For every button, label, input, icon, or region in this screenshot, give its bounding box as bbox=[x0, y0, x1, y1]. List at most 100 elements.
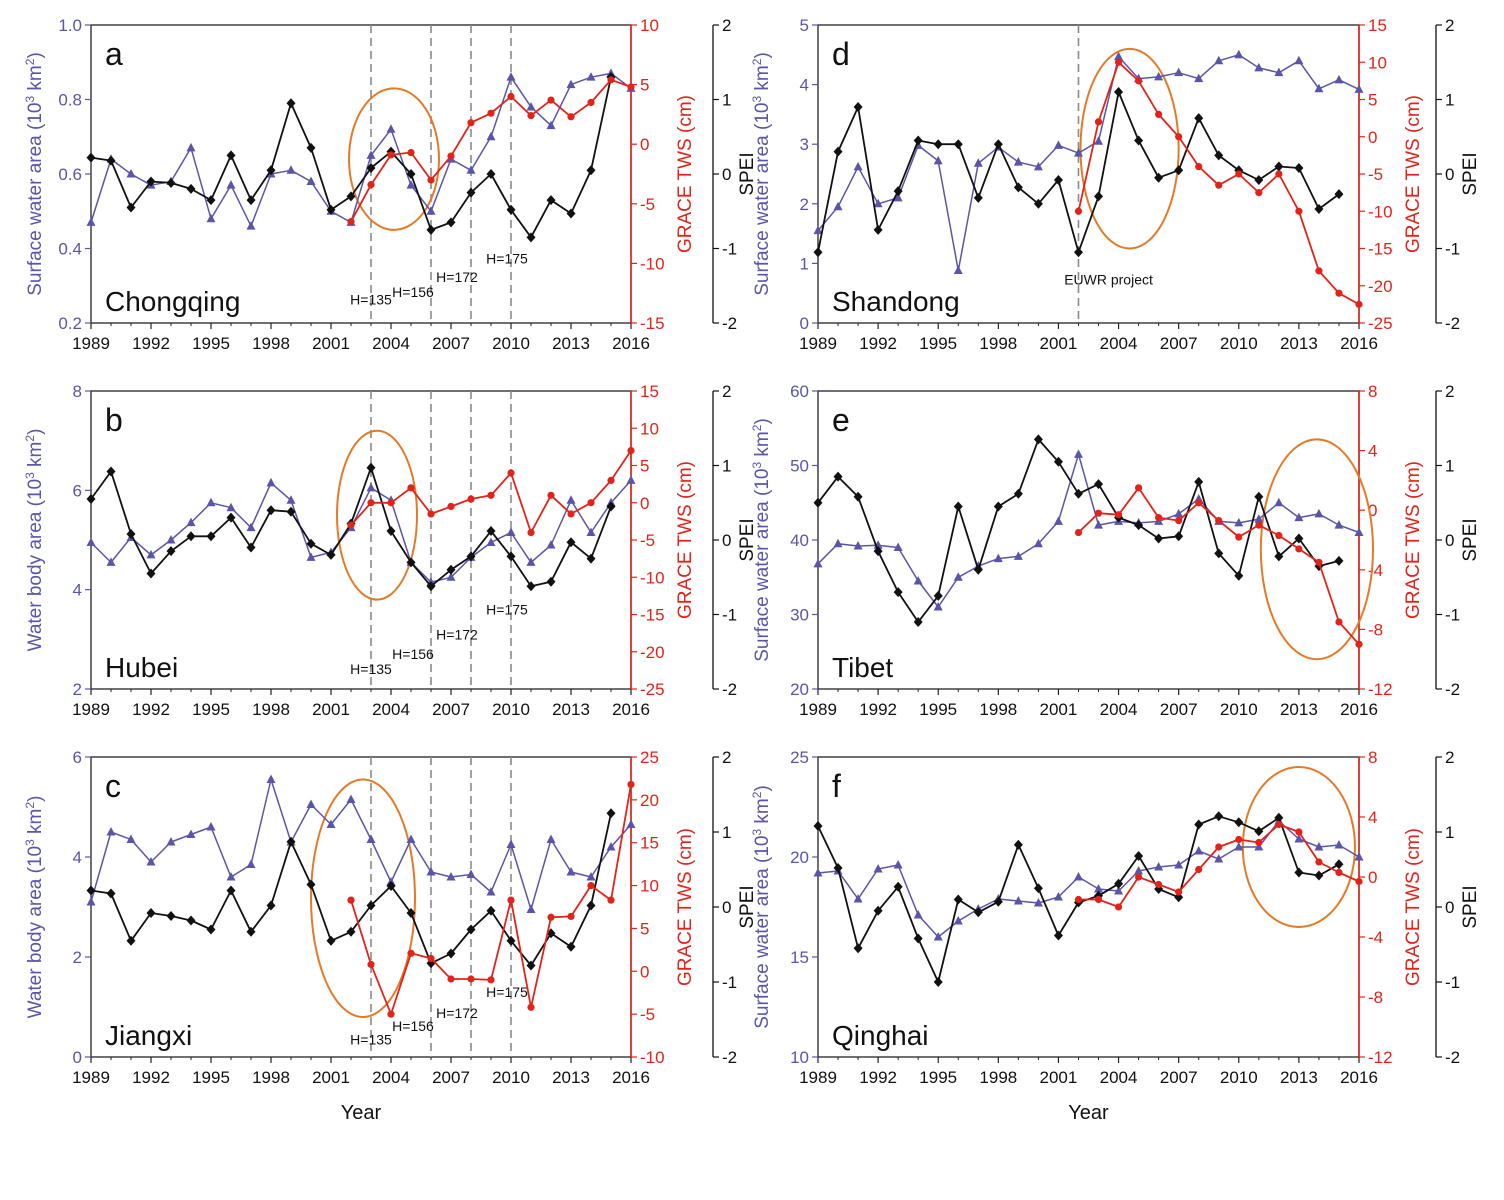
spei-point bbox=[266, 165, 276, 176]
surface-point bbox=[893, 192, 903, 202]
grace-point bbox=[1175, 888, 1183, 896]
y-tick-label-grace: -15 bbox=[640, 314, 665, 333]
spei-point bbox=[933, 977, 943, 987]
dashed-marker-label: H=156 bbox=[392, 1018, 434, 1034]
spei-point bbox=[86, 152, 96, 163]
y-tick-label-spei: 0 bbox=[1445, 165, 1454, 184]
grace-point bbox=[1255, 521, 1263, 529]
surface-point bbox=[1114, 886, 1124, 895]
spei-point bbox=[1274, 161, 1284, 172]
spei-point bbox=[1033, 198, 1043, 209]
spei-point bbox=[146, 176, 156, 187]
grace-point bbox=[1134, 77, 1143, 85]
grace-point bbox=[1195, 499, 1203, 507]
axis-label-part: 2 bbox=[750, 424, 764, 431]
x-tick-label: 2001 bbox=[1040, 334, 1078, 353]
grace-point bbox=[547, 913, 555, 921]
surface-point bbox=[206, 497, 216, 507]
y-tick-label-spei: 1 bbox=[1445, 457, 1454, 476]
panel-c: 1989 1992 1995 1998 2001 2004 2007 2010 2013 2016… bbox=[23, 748, 758, 1124]
surface-point bbox=[1073, 872, 1083, 881]
surface-point bbox=[1073, 449, 1083, 458]
surface-point bbox=[186, 517, 196, 527]
spei-point bbox=[326, 204, 336, 215]
y-tick-label-left: 3 bbox=[800, 135, 809, 154]
x-tick-label: 1998 bbox=[979, 700, 1017, 719]
spei-point bbox=[566, 537, 576, 548]
x-tick-label: 2004 bbox=[372, 1068, 410, 1087]
surface-point bbox=[1354, 527, 1364, 537]
axis-label-part: 3 bbox=[750, 96, 764, 103]
province-name: Hubei bbox=[105, 652, 178, 683]
surface-point bbox=[1114, 51, 1124, 61]
grace-point bbox=[1215, 181, 1223, 189]
spei-point bbox=[166, 911, 176, 921]
spei-point bbox=[1033, 434, 1043, 445]
panel-letter: e bbox=[832, 402, 850, 438]
surface-point bbox=[246, 221, 256, 230]
x-tick-label: 1989 bbox=[799, 334, 837, 353]
spei-point bbox=[446, 948, 456, 959]
axis-label-part: 3 bbox=[23, 96, 37, 103]
spei-point bbox=[1214, 811, 1224, 822]
grace-point bbox=[367, 960, 375, 969]
axis-label-part: 2 bbox=[23, 802, 37, 809]
grace-line bbox=[350, 450, 632, 534]
surface-point bbox=[586, 527, 596, 537]
y-axis-label-spei: SPEI bbox=[737, 518, 758, 561]
surface-point bbox=[1214, 55, 1224, 65]
grace-point bbox=[467, 495, 475, 503]
grace-point bbox=[1275, 820, 1283, 829]
x-tick-label: 2013 bbox=[552, 1068, 590, 1087]
surface-point bbox=[186, 142, 196, 152]
spei-point bbox=[366, 900, 376, 911]
spei-point bbox=[1134, 135, 1144, 146]
surface-point bbox=[1053, 516, 1063, 525]
y-tick-label-spei: -2 bbox=[1445, 1048, 1460, 1067]
grace-point bbox=[607, 76, 615, 84]
spei-point bbox=[1053, 174, 1063, 185]
axis-label-part: ) bbox=[752, 418, 773, 424]
x-tick-label: 1992 bbox=[859, 334, 897, 353]
y-tick-label-left: 2 bbox=[73, 680, 82, 699]
spei-point bbox=[1114, 87, 1124, 98]
spei-point bbox=[1254, 174, 1264, 185]
grace-point bbox=[1094, 118, 1103, 126]
surface-point bbox=[853, 161, 863, 171]
x-tick-label: 1995 bbox=[919, 1068, 957, 1087]
grace-point bbox=[507, 896, 515, 904]
grace-point bbox=[587, 499, 595, 507]
x-tick-label: 2007 bbox=[432, 1068, 470, 1087]
surface-point bbox=[626, 475, 636, 484]
grace-point bbox=[527, 528, 535, 537]
x-tick-label: 1992 bbox=[132, 1068, 170, 1087]
grace-series bbox=[1074, 484, 1363, 648]
grace-point bbox=[487, 109, 495, 117]
surface-point bbox=[1274, 67, 1284, 77]
x-tick-label: 1992 bbox=[132, 700, 170, 719]
y-tick-label-spei: 2 bbox=[1445, 748, 1454, 767]
grace-point bbox=[1215, 517, 1223, 525]
y-tick-label-left: 10 bbox=[790, 1048, 809, 1067]
grace-point bbox=[1195, 162, 1203, 171]
spei-point bbox=[206, 195, 216, 206]
surface-point bbox=[446, 872, 456, 881]
surface-point bbox=[1234, 842, 1244, 851]
grace-point bbox=[507, 92, 515, 101]
y-tick-label-spei: 0 bbox=[722, 531, 731, 550]
x-tick-label: 1998 bbox=[979, 1068, 1017, 1087]
y-tick-label-left: 0.6 bbox=[58, 165, 82, 184]
spei-point bbox=[1073, 247, 1083, 258]
y-tick-label-spei: 2 bbox=[722, 382, 731, 401]
y-tick-label-spei: 1 bbox=[722, 823, 731, 842]
surface-point bbox=[366, 482, 376, 492]
x-tick-label: 2010 bbox=[492, 700, 530, 719]
y-axis-label-grace: GRACE TWS (cm) bbox=[675, 95, 696, 253]
spei-point bbox=[1194, 476, 1204, 487]
surface-point bbox=[586, 72, 596, 81]
grace-point bbox=[427, 954, 435, 963]
spei-point bbox=[1334, 555, 1344, 566]
surface-point bbox=[993, 553, 1003, 563]
spei-point bbox=[486, 526, 496, 537]
x-tick-label: 1992 bbox=[859, 700, 897, 719]
